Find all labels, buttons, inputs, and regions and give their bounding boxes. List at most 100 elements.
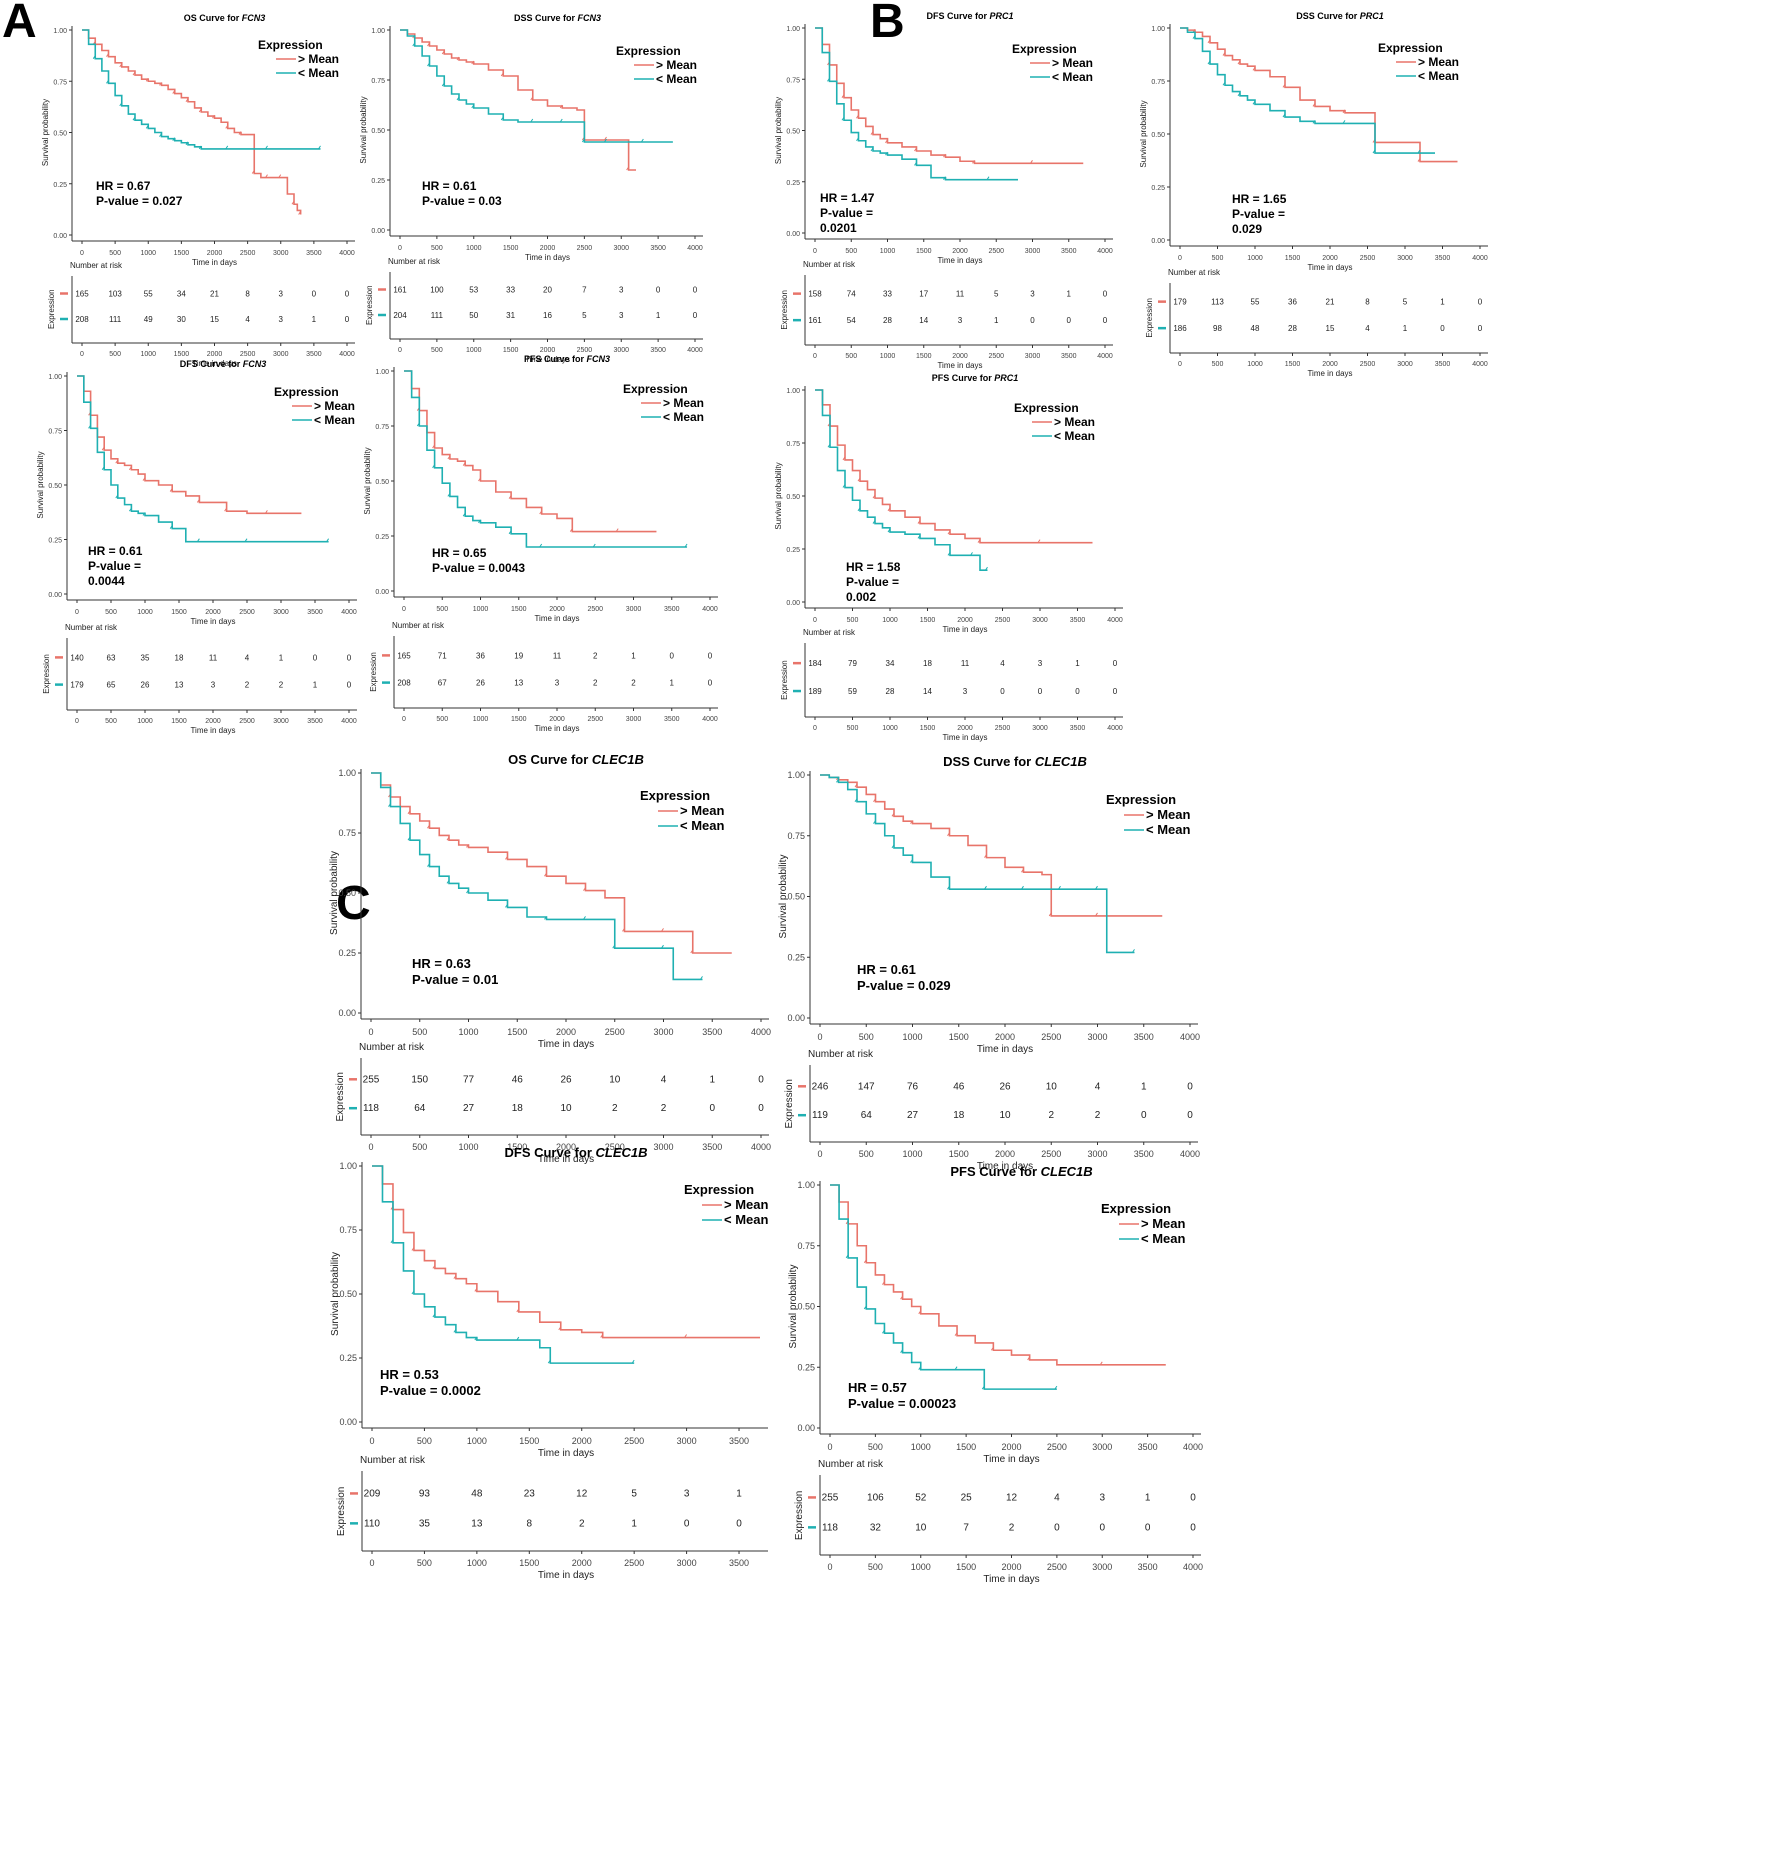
risk-x-tick-label: 3500 [729, 1558, 749, 1568]
censor-mark [462, 462, 466, 466]
risk-value-high: 0 [312, 290, 317, 299]
survival-curve-high [372, 1165, 760, 1339]
x-tick-label: 1500 [507, 1027, 527, 1037]
risk-value-high: 1 [1440, 298, 1445, 307]
risk-x-tick-label: 3000 [1397, 361, 1413, 368]
censor-mark [145, 125, 149, 129]
x-tick-label: 3500 [729, 1436, 749, 1446]
x-tick-label: 0 [813, 617, 817, 624]
censor-mark [841, 94, 845, 98]
censor-mark [198, 108, 202, 113]
censor-mark [539, 543, 543, 548]
risk-value-high: 52 [915, 1492, 927, 1503]
risk-table-title: Number at risk [388, 257, 441, 266]
risk-value-low: 35 [419, 1518, 431, 1529]
risk-value-high: 3 [1038, 659, 1043, 668]
x-tick-label: 1000 [458, 1027, 478, 1037]
censor-mark [446, 880, 450, 884]
x-tick-label: 3000 [273, 609, 289, 616]
censor-mark [626, 166, 630, 171]
risk-y-label: Expression [365, 285, 374, 325]
risk-x-axis-label: Time in days [942, 733, 987, 742]
x-tick-label: 4000 [1097, 248, 1113, 255]
censor-mark [631, 1359, 635, 1364]
risk-table-title: Number at risk [359, 1042, 425, 1053]
risk-value-high: 55 [144, 290, 153, 299]
censor-mark [453, 1329, 457, 1333]
chart-c4: PFS Curve for CLEC1B 0.00 0.25 0.50 0.75 1.00… [788, 1164, 1203, 1585]
censor-mark [900, 1295, 904, 1300]
censor-mark [224, 507, 228, 512]
risk-value-high: 106 [867, 1492, 884, 1503]
risk-value-low: 31 [506, 311, 515, 320]
risk-value-low: 2 [631, 679, 636, 688]
risk-value-low: 3 [211, 681, 216, 690]
x-tick-label: 3000 [1032, 617, 1048, 624]
risk-x-tick-label: 4000 [1107, 725, 1123, 732]
risk-value-high: 11 [956, 290, 965, 299]
censor-mark [612, 944, 616, 949]
x-tick-label: 2000 [995, 1032, 1015, 1042]
risk-x-tick-label: 1000 [1247, 361, 1263, 368]
risk-value-low: 1 [312, 315, 317, 324]
risk-table-title: Number at risk [803, 628, 856, 637]
x-tick-label: 1000 [902, 1032, 922, 1042]
legend-label-high: > Mean [724, 1197, 768, 1212]
legend-label-high: > Mean [1141, 1216, 1185, 1231]
risk-y-label: Expression [369, 652, 378, 692]
risk-table-title: Number at risk [65, 623, 118, 632]
x-tick-label: 2500 [577, 245, 593, 252]
x-tick-label: 3500 [1134, 1032, 1154, 1042]
risk-x-tick-label: 0 [75, 718, 79, 725]
risk-value-low: 0 [1440, 324, 1445, 333]
risk-value-low: 0 [758, 1103, 764, 1114]
risk-value-high: 165 [397, 651, 411, 660]
x-tick-label: 500 [431, 245, 443, 252]
risk-x-tick-label: 1000 [882, 725, 898, 732]
censor-mark [970, 552, 973, 556]
risk-value-low: 15 [1326, 324, 1335, 333]
y-tick-label: 0.75 [786, 77, 800, 84]
risk-x-tick-label: 3500 [1134, 1149, 1154, 1159]
risk-value-high: 23 [524, 1488, 536, 1499]
censor-mark [238, 131, 242, 135]
risk-value-high: 3 [619, 286, 624, 295]
x-axis-label: Time in days [983, 1454, 1039, 1465]
censor-mark [604, 136, 607, 141]
risk-value-high: 3 [1030, 290, 1035, 299]
censor-mark [885, 139, 888, 144]
x-tick-label: 2000 [205, 609, 221, 616]
risk-value-low: 0 [684, 1518, 690, 1529]
risk-x-tick-label: 3500 [650, 347, 666, 354]
risk-value-low: 1 [1403, 324, 1408, 333]
censor-mark [128, 466, 132, 471]
y-tick-label: 0.25 [48, 538, 62, 545]
x-tick-label: 500 [417, 1436, 432, 1446]
y-tick-label: 0.50 [1151, 132, 1165, 139]
risk-value-high: 11 [209, 653, 218, 662]
risk-x-axis-label: Time in days [538, 1154, 594, 1165]
risk-x-tick-label: 0 [1178, 361, 1182, 368]
x-tick-label: 0 [813, 248, 817, 255]
y-tick-label: 0.00 [797, 1423, 815, 1433]
x-tick-label: 0 [402, 606, 406, 613]
y-tick-label: 1.00 [797, 1180, 815, 1190]
x-tick-label: 1500 [174, 250, 190, 257]
x-tick-label: 500 [847, 617, 859, 624]
y-axis-label: Survival probability [774, 97, 783, 164]
censor-mark [684, 543, 688, 548]
censor-mark [972, 160, 975, 164]
risk-value-low: 3 [963, 687, 968, 696]
censor-mark [390, 1239, 394, 1244]
risk-value-low: 27 [907, 1110, 919, 1121]
x-tick-label: 1000 [1247, 255, 1263, 262]
risk-value-high: 0 [1478, 298, 1483, 307]
survival-curve-high [77, 375, 302, 515]
x-tick-label: 2000 [549, 606, 565, 613]
censor-mark [432, 1313, 436, 1318]
censor-mark [196, 499, 200, 503]
risk-x-axis-label: Time in days [534, 724, 579, 733]
survival-curve-high [815, 389, 1093, 544]
chart-a2: DSS Curve for FCN3 0.00 0.25 0.50 0.75 1.00 Su… [359, 13, 703, 364]
censor-mark [172, 137, 176, 141]
